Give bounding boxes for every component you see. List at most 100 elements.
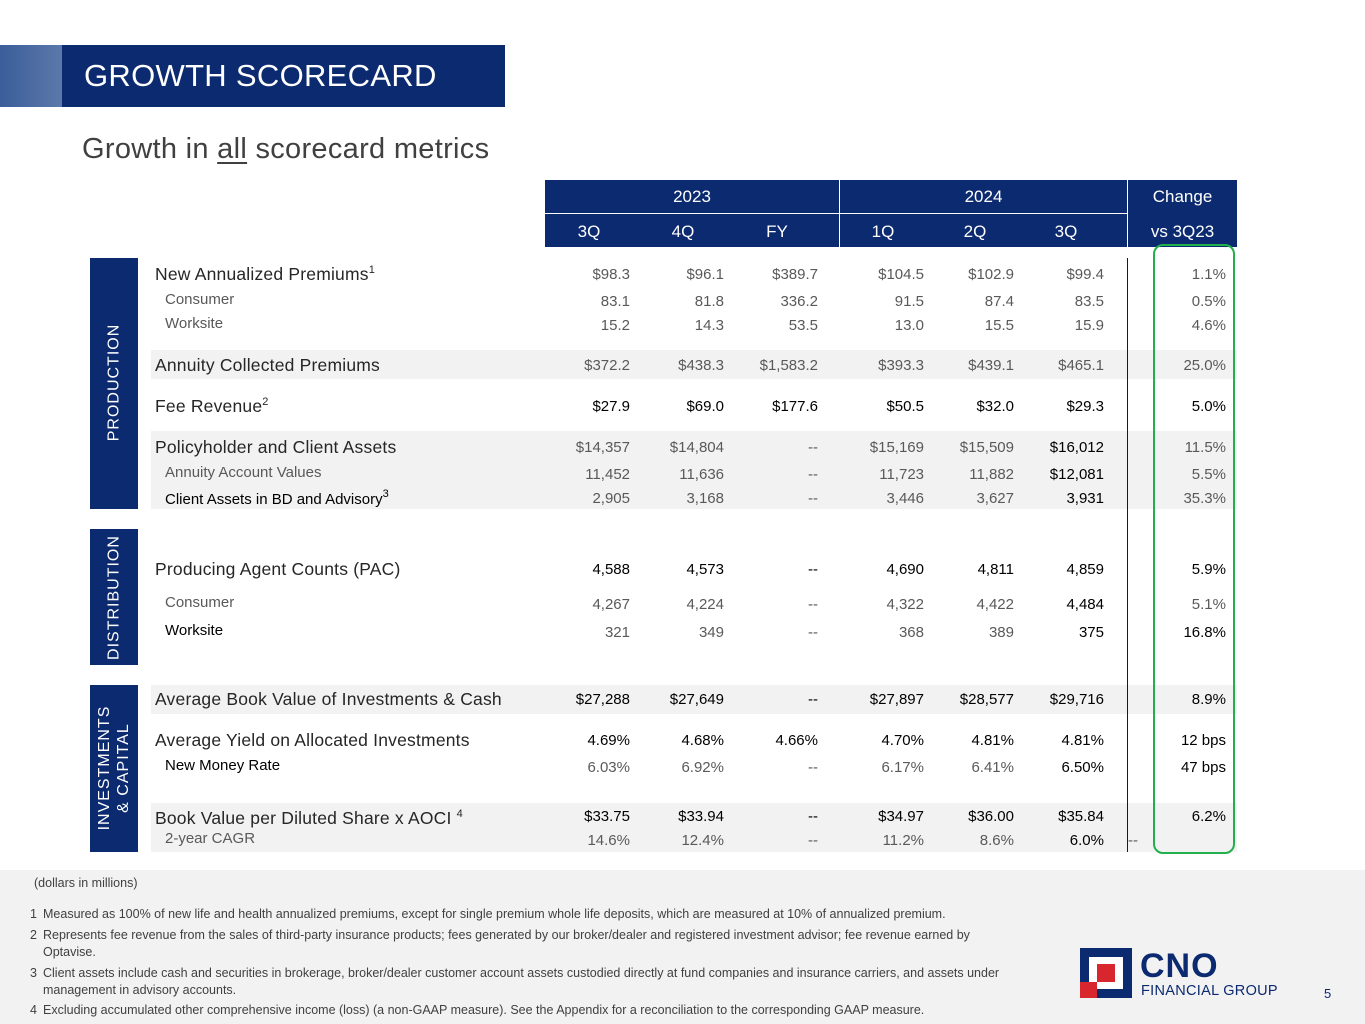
cell-value: 1.1% xyxy=(1191,266,1226,283)
footnote: 2 Represents fee revenue from the sales … xyxy=(30,927,1010,961)
footnote-text: Represents fee revenue from the sales of… xyxy=(43,928,970,959)
cell-value: 5.1% xyxy=(1191,596,1226,613)
cell-value: 4,322 xyxy=(886,596,924,613)
footnote: 1 Measured as 100% of new life and healt… xyxy=(30,906,1010,923)
footnote-ref: 4 xyxy=(456,808,463,820)
cell-value: $15,509 xyxy=(959,439,1014,456)
table-row: Fee Revenue2 $27.9 $69.0 $177.6 $50.5 $3… xyxy=(151,396,1237,420)
cell-value: 368 xyxy=(898,624,924,641)
row-band xyxy=(151,803,1237,852)
row-label: New Annualized Premiums1 xyxy=(155,264,375,285)
cell-value: 11,723 xyxy=(879,466,924,483)
cell-value: -- xyxy=(808,808,818,825)
cell-value: 87.4 xyxy=(984,293,1014,310)
cell-value: 375 xyxy=(1078,624,1104,641)
table-row: Worksite 321 349 -- 368 389 375 16.8% xyxy=(151,622,1237,646)
cell-value: 25.0% xyxy=(1183,357,1226,374)
cell-value: 15.9 xyxy=(1074,317,1104,334)
cell-value: 4.68% xyxy=(681,732,724,749)
row-label: Book Value per Diluted Share x AOCI 4 xyxy=(155,808,463,829)
cell-value: 11,452 xyxy=(585,466,630,483)
table-row: Average Yield on Allocated Investments 4… xyxy=(151,730,1237,754)
page-title: GROWTH SCORECARD xyxy=(84,58,437,93)
section-distribution: DISTRIBUTION xyxy=(90,529,138,665)
cell-value: 83.1 xyxy=(600,293,630,310)
cell-value: 6.03% xyxy=(587,759,630,776)
cell-value: $29.3 xyxy=(1066,398,1104,415)
header-change: Change xyxy=(1152,187,1213,206)
cell-value: 4,690 xyxy=(886,561,924,578)
table-row: Client Assets in BD and Advisory3 2,905 … xyxy=(151,488,1237,512)
cell-value: 6.17% xyxy=(881,759,924,776)
cell-value: 336.2 xyxy=(780,293,818,310)
row-label: Worksite xyxy=(165,622,224,639)
section-label: INVESTMENTS & CAPITAL xyxy=(95,643,133,893)
cell-value: 4.70% xyxy=(881,732,924,749)
footnote-text: Excluding accumulated other comprehensiv… xyxy=(43,1003,925,1017)
cell-value: $98.3 xyxy=(592,266,630,283)
cell-value: $33.94 xyxy=(678,808,724,825)
cell-value: 4.66% xyxy=(775,732,818,749)
cell-value: $33.75 xyxy=(584,808,630,825)
cell-value: -- xyxy=(808,596,818,613)
row-label: Annuity Account Values xyxy=(165,464,322,481)
cell-value: $50.5 xyxy=(886,398,924,415)
subtitle: Growth in all scorecard metrics xyxy=(82,133,489,166)
cell-value: 4,224 xyxy=(686,596,724,613)
cell-value: -- xyxy=(808,466,818,483)
cell-value: 11,636 xyxy=(679,466,724,483)
cell-value: 53.5 xyxy=(788,317,818,334)
cell-value: 16.8% xyxy=(1183,624,1226,641)
footnote-ref: 2 xyxy=(262,396,269,408)
cell-value: 4.81% xyxy=(1061,732,1104,749)
cell-value: 4,588 xyxy=(592,561,630,578)
table-row: Consumer 4,267 4,224 -- 4,322 4,422 4,48… xyxy=(151,594,1237,618)
title-accent-bar xyxy=(0,45,62,107)
cell-value: 15.2 xyxy=(600,317,630,334)
cell-value: $96.1 xyxy=(686,266,724,283)
cell-value: 4,573 xyxy=(686,561,724,578)
cell-value: 4.81% xyxy=(971,732,1014,749)
row-label: Average Yield on Allocated Investments xyxy=(155,730,470,750)
cell-value: -- xyxy=(1128,832,1138,849)
cell-value: 91.5 xyxy=(894,293,924,310)
cell-value: $27.9 xyxy=(592,398,630,415)
header-period: FY xyxy=(766,222,788,241)
section-label: PRODUCTION xyxy=(105,323,123,442)
table-row: Worksite 15.2 14.3 53.5 13.0 15.5 15.9 4… xyxy=(151,315,1237,339)
cell-value: $14,804 xyxy=(669,439,724,456)
cell-value: 6.2% xyxy=(1191,808,1226,825)
subtitle-emphasis: all xyxy=(217,133,248,165)
cell-value: $69.0 xyxy=(686,398,724,415)
row-label: New Money Rate xyxy=(165,757,281,774)
change-highlight-box xyxy=(1153,244,1235,854)
row-label: Consumer xyxy=(165,594,235,611)
row-label: Consumer xyxy=(165,291,235,308)
cell-value: 8.9% xyxy=(1191,691,1226,708)
row-label: Average Book Value of Investments & Cash xyxy=(155,689,502,709)
cell-value: 81.8 xyxy=(694,293,724,310)
cell-value: -- xyxy=(808,759,818,776)
row-label: 2-year CAGR xyxy=(165,830,256,847)
cell-value: -- xyxy=(808,490,818,507)
change-column-divider xyxy=(1127,258,1128,852)
cell-value: 11.5% xyxy=(1184,439,1226,456)
table-row: Policyholder and Client Assets $14,357 $… xyxy=(151,437,1237,461)
title-bar xyxy=(62,45,505,107)
cell-value: $35.84 xyxy=(1058,808,1104,825)
cell-value: 14.6% xyxy=(587,832,630,849)
cell-value: $102.9 xyxy=(968,266,1014,283)
cell-value: -- xyxy=(808,561,818,578)
cell-value: 11.2% xyxy=(882,832,924,849)
header-period: 3Q xyxy=(1054,222,1078,241)
table-row: Average Book Value of Investments & Cash… xyxy=(151,689,1237,713)
subtitle-prefix: Growth in xyxy=(82,133,218,165)
cell-value: 83.5 xyxy=(1074,293,1104,310)
cell-value: 4,484 xyxy=(1066,596,1104,613)
row-band xyxy=(151,431,1237,509)
footnote: 4 Excluding accumulated other comprehens… xyxy=(30,1002,1010,1019)
row-label-text: Book Value per Diluted Share x AOCI xyxy=(155,808,452,828)
cell-value: 4,859 xyxy=(1066,561,1104,578)
footnote-number: 2 xyxy=(30,928,37,942)
table-row: 2-year CAGR 14.6% 12.4% -- 11.2% 8.6% 6.… xyxy=(151,830,1237,854)
